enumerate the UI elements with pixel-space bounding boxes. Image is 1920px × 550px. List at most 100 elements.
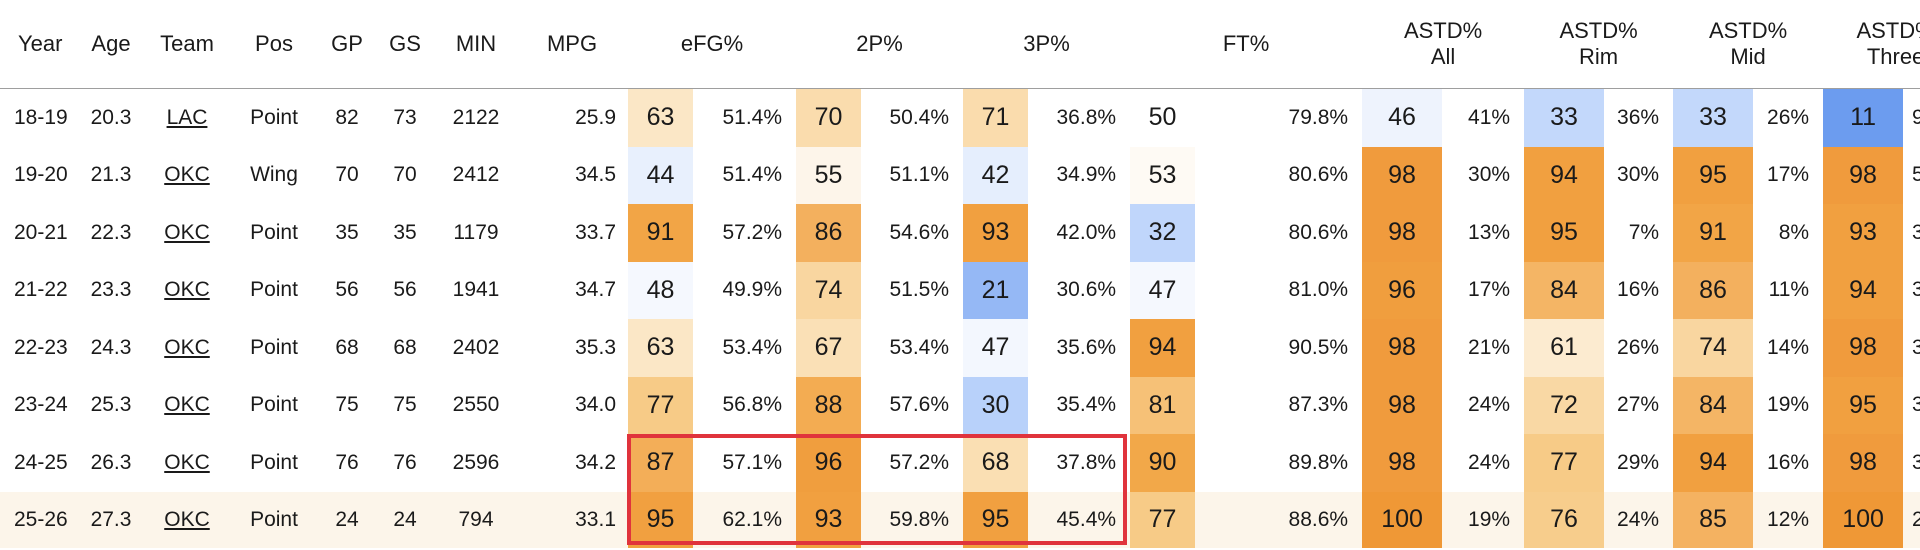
header-min[interactable]: MIN (436, 0, 516, 89)
3p-value-cell: 45.4% (1028, 491, 1131, 548)
team-link[interactable]: OKC (164, 163, 210, 187)
header-ft[interactable]: FT% (1130, 0, 1363, 89)
astd-three-value-cell: 31% (1912, 335, 1920, 359)
team-link: OKC (146, 377, 228, 435)
team-link[interactable]: OKC (164, 450, 210, 474)
astd-rim-percentile-cell: 61 (1524, 319, 1605, 377)
2p-value-cell: 51.5% (889, 278, 950, 302)
mpg-cell: 34.5 (575, 163, 616, 187)
ft-value-cell: 88.6% (1195, 491, 1363, 548)
2p-value-cell: 57.6% (889, 393, 950, 417)
header-gp[interactable]: GP (320, 0, 374, 89)
header-astd-all-line1: ASTD% (1403, 18, 1483, 43)
efg-value-cell: 49.9% (722, 278, 783, 302)
minutes-cell: 2596 (452, 450, 500, 474)
astd-all-value-cell: 19% (1442, 491, 1525, 548)
header-2p[interactable]: 2P% (796, 0, 964, 89)
ft-percentile-cell: 32 (1130, 204, 1196, 262)
3p-value-cell: 35.6% (1056, 335, 1117, 359)
minutes-cell: 2412 (452, 163, 500, 187)
gs-cell: 24 (374, 491, 436, 548)
header-astd-mid-line2: Mid (1730, 44, 1766, 69)
astd-rim-percentile-cell: 95 (1524, 204, 1605, 262)
astd-three-percentile-cell: 95 (1823, 376, 1904, 434)
header-astd-mid-line1: ASTD% (1708, 18, 1788, 43)
header-astd-all[interactable]: ASTD% All (1362, 0, 1525, 89)
3p-percentile-cell: 93 (963, 204, 1029, 262)
minutes-cell: 2550 (452, 393, 500, 417)
3p-percentile-cell: 71 (963, 88, 1029, 147)
gp-cell: 82 (335, 105, 359, 129)
3p-value-cell: 37.8% (1056, 450, 1117, 474)
astd-all-value-cell: 24% (1468, 393, 1511, 417)
header-astd-three[interactable]: ASTD% Three (1823, 0, 1920, 89)
astd-all-value-cell: 30% (1468, 163, 1511, 187)
age-cell: 20.3 (90, 105, 132, 129)
team-link[interactable]: OKC (164, 278, 210, 302)
astd-rim-value-cell: 16% (1617, 278, 1660, 302)
astd-three-value-cell: 92% (1912, 105, 1920, 129)
team-link[interactable]: OKC (164, 335, 210, 359)
age-cell: 22.3 (90, 220, 132, 244)
year-cell: 20-21 (14, 220, 68, 244)
header-astd-rim-line2: Rim (1579, 44, 1619, 69)
astd-three-value-cell: 30% (1912, 278, 1920, 302)
gp-cell: 68 (335, 335, 359, 359)
header-mpg[interactable]: MPG (516, 0, 628, 89)
header-astd-rim[interactable]: ASTD% Rim (1524, 0, 1674, 89)
astd-all-percentile-cell: 98 (1362, 376, 1443, 434)
position-cell: Point (250, 105, 298, 129)
gp-cell: 24 (320, 491, 374, 548)
header-year[interactable]: Year (0, 0, 76, 89)
header-row: Year Age Team Pos GP GS MIN MPG eFG% 2P%… (0, 0, 1920, 89)
team-link[interactable]: OKC (164, 507, 210, 531)
astd-rim-value-cell: 30% (1617, 163, 1660, 187)
minutes-cell: 794 (436, 491, 516, 548)
astd-three-value-cell: 37% (1912, 393, 1920, 417)
astd-mid-value-cell: 17% (1767, 163, 1810, 187)
astd-mid-percentile-cell: 85 (1673, 491, 1754, 548)
astd-all-value-cell: 24% (1468, 450, 1511, 474)
header-gs[interactable]: GS (374, 0, 436, 89)
position-cell: Point (250, 335, 298, 359)
header-team[interactable]: Team (146, 0, 228, 89)
header-efg[interactable]: eFG% (628, 0, 797, 89)
header-astd-three-line2: Three (1866, 44, 1920, 69)
gp-cell: 70 (335, 163, 359, 187)
ft-percentile-cell: 94 (1130, 319, 1196, 377)
age-cell: 26.3 (90, 450, 132, 474)
gs-cell: 56 (393, 278, 417, 302)
astd-rim-value-cell: 27% (1617, 393, 1660, 417)
header-3p[interactable]: 3P% (963, 0, 1131, 89)
gs-cell: 68 (393, 335, 417, 359)
team-link[interactable]: LAC (166, 105, 208, 129)
gs-cell: 76 (393, 450, 417, 474)
team-link: OKC (146, 262, 228, 320)
efg-value-cell: 62.1% (693, 491, 797, 548)
ft-value-cell: 80.6% (1288, 163, 1349, 187)
astd-all-percentile-cell: 46 (1362, 88, 1443, 147)
header-astd-mid[interactable]: ASTD% Mid (1673, 0, 1824, 89)
year-cell: 21-22 (14, 278, 68, 302)
astd-all-percentile-cell: 98 (1362, 146, 1443, 204)
astd-all-value-cell: 17% (1468, 278, 1511, 302)
team-link[interactable]: OKC (164, 393, 210, 417)
mpg-cell: 35.3 (575, 335, 616, 359)
gp-cell: 75 (335, 393, 359, 417)
header-age[interactable]: Age (76, 0, 146, 89)
astd-three-value-cell: 35% (1912, 450, 1920, 474)
team-link: LAC (146, 89, 228, 147)
team-link[interactable]: OKC (164, 220, 210, 244)
ft-value-cell: 89.8% (1288, 450, 1349, 474)
year-cell: 18-19 (14, 105, 68, 129)
astd-rim-percentile-cell: 76 (1524, 491, 1605, 548)
ft-percentile-cell: 81 (1130, 376, 1196, 434)
2p-value-cell: 57.2% (889, 450, 950, 474)
ft-percentile-cell: 77 (1130, 491, 1196, 548)
astd-mid-percentile-cell: 95 (1673, 146, 1754, 204)
position-cell: Point (228, 491, 320, 548)
gs-cell: 35 (393, 220, 417, 244)
header-pos[interactable]: Pos (228, 0, 320, 89)
position-cell: Wing (250, 163, 298, 187)
astd-three-value-cell: 30% (1912, 220, 1920, 244)
